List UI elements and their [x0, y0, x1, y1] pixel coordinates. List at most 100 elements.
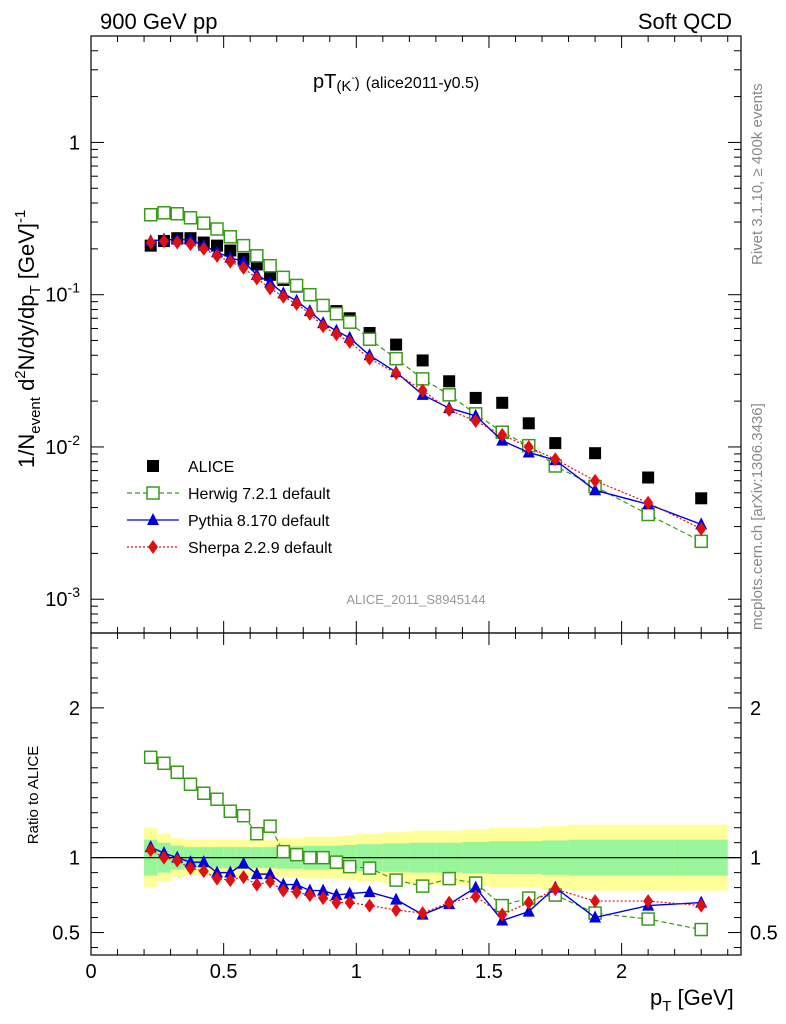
herwig-point	[157, 206, 171, 220]
ratio-y-tick-label: 1	[69, 848, 80, 870]
sherpa-point	[265, 874, 276, 889]
herwig-point	[250, 826, 264, 841]
herwig-point	[276, 270, 291, 285]
y-tick-base: 10	[45, 437, 67, 459]
herwig-point	[415, 372, 430, 386]
y-tick-base: 10	[45, 589, 67, 611]
x-tick-label: 1.5	[475, 961, 503, 983]
pythia-point	[522, 904, 535, 917]
main-y-label: 1/Nevent d2N/dy/dpT [GeV]-1	[12, 210, 44, 468]
y-tick-label: 10-2	[45, 432, 80, 459]
sherpa-point	[265, 281, 276, 296]
sherpa-point	[291, 296, 302, 311]
sherpa-point	[470, 889, 481, 904]
sherpa-point	[590, 473, 601, 488]
herwig-point	[362, 332, 377, 346]
pythia-point	[363, 885, 376, 898]
herwig-point	[183, 211, 198, 225]
alice-point	[522, 417, 535, 430]
sherpa-point	[212, 248, 223, 263]
mcplots-label: mcplots.cern.ch [arXiv:1306.3436]	[749, 403, 766, 630]
herwig-point	[641, 912, 655, 926]
herwig-point	[694, 922, 708, 937]
sherpa-point	[696, 898, 707, 913]
herwig-point	[694, 534, 708, 549]
pythia-point	[237, 856, 250, 869]
ratio-y-tick-label-right: 1	[750, 848, 761, 870]
sherpa-point	[185, 861, 196, 876]
herwig-point	[442, 388, 456, 402]
sherpa-point	[417, 383, 428, 398]
ratio-y-tick-label: 2	[69, 698, 80, 720]
herwig-point	[263, 258, 277, 273]
sherpa-point	[331, 327, 342, 342]
sherpa-point	[550, 882, 561, 897]
sherpa-point	[198, 864, 209, 879]
herwig-point	[389, 351, 403, 366]
alice-point	[147, 460, 159, 472]
sherpa-point	[696, 521, 707, 536]
herwig-point	[146, 486, 160, 500]
sherpa-point	[212, 871, 223, 886]
pythia-point	[317, 883, 330, 896]
sherpa-point	[304, 888, 315, 903]
herwig-point	[276, 844, 291, 859]
alice-point	[443, 375, 456, 388]
herwig-point	[362, 861, 377, 875]
alice-point	[469, 391, 482, 404]
sherpa-point	[364, 351, 375, 366]
herwig-point	[316, 850, 330, 865]
sherpa-point	[251, 877, 262, 892]
legend-label-alice: ALICE	[188, 459, 234, 476]
alice-point	[416, 354, 429, 367]
sherpa-point	[364, 898, 375, 913]
pythia-point	[343, 886, 356, 899]
x-tick-label: 2	[616, 961, 627, 983]
ratio-y-label: Ratio to ALICE	[25, 746, 42, 844]
sherpa-point	[444, 402, 455, 417]
herwig-point	[170, 207, 184, 221]
sherpa-point	[344, 334, 355, 349]
alice-point	[549, 437, 562, 450]
alice-point	[695, 492, 708, 505]
herwig-point	[157, 756, 171, 771]
sherpa-point	[391, 903, 402, 918]
pythia-point	[589, 483, 602, 496]
herwig-point	[250, 249, 264, 263]
legend-label-herwig: Herwig 7.2.1 default	[188, 486, 331, 503]
pythia-point	[290, 877, 303, 890]
x-tick-label: 0.5	[210, 961, 238, 983]
herwig-point	[183, 777, 198, 792]
pythia-point	[330, 888, 343, 901]
herwig-point	[415, 879, 430, 893]
herwig-point	[303, 850, 317, 865]
sherpa-point	[278, 883, 289, 898]
ratio-frame	[90, 632, 742, 956]
herwig-point	[210, 222, 224, 236]
herwig-point	[143, 750, 158, 765]
header-right: Soft QCD	[638, 9, 732, 34]
pythia-point	[264, 867, 277, 880]
herwig-point	[329, 306, 344, 321]
sherpa-point	[225, 873, 236, 888]
legend: ALICE Herwig 7.2.1 default Pythia 8.170 de…	[127, 459, 333, 557]
herwig-point	[197, 786, 211, 801]
pythia-point	[390, 892, 403, 905]
herwig-point	[236, 238, 251, 253]
herwig-point	[316, 298, 330, 313]
y-tick-label: 10-3	[45, 584, 80, 611]
legend-label-pythia: Pythia 8.170 default	[188, 513, 330, 530]
ratio-y-tick-label-right: 2	[750, 698, 761, 720]
ratio-panel: 0 0.5 1 1.5 22 21 10.5 0.5	[52, 632, 778, 983]
herwig-point	[143, 207, 158, 222]
legend-label-sherpa: Sherpa 2.2.9 default	[188, 540, 333, 557]
herwig-point	[342, 859, 357, 874]
herwig-point	[236, 808, 251, 823]
y-tick-label: 10-1	[45, 280, 80, 307]
ratio-y-tick-label: 0.5	[52, 923, 80, 945]
alice-point	[224, 244, 237, 257]
analysis-watermark: ALICE_2011_S8945144	[346, 592, 485, 607]
main-panel: 110-110-210-3	[45, 35, 742, 634]
sherpa-point	[251, 271, 262, 286]
sherpa-point	[643, 495, 654, 510]
